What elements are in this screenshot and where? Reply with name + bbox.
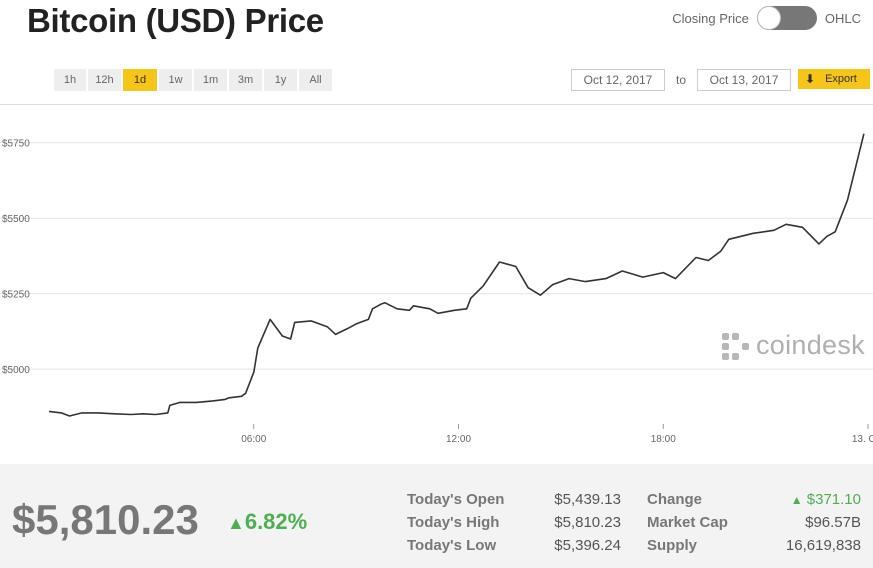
y-tick-label: $5750 (2, 139, 30, 150)
range-button-1m[interactable]: 1m (194, 69, 227, 91)
x-tick-label: 13. Oct (852, 434, 873, 445)
y-tick-label: $5000 (2, 365, 30, 376)
page-title: Bitcoin (USD) Price (27, 2, 324, 39)
export-button[interactable]: ⬇ Export (798, 69, 870, 89)
range-button-1y[interactable]: 1y (264, 69, 297, 91)
change-percent-value: 6.82% (244, 509, 308, 534)
range-button-1h[interactable]: 1h (54, 69, 86, 91)
coindesk-logo-icon (722, 332, 749, 360)
x-tick-label: 18:00 (651, 434, 676, 445)
range-button-1d[interactable]: 1d (123, 69, 157, 91)
change-label: Change (647, 491, 703, 508)
coindesk-logo-text: coindesk (756, 330, 865, 360)
time-range-selector: 1h 12h 1d 1w 1m 3m 1y All (54, 69, 332, 91)
todays-low-label: Today's Low (407, 537, 497, 554)
todays-high-value: $5,810.23 (554, 514, 621, 531)
y-tick-label: $5500 (2, 214, 30, 225)
date-to-input[interactable]: Oct 13, 2017 (697, 69, 792, 91)
ohlc-label: OHLC (824, 10, 861, 26)
chart-mode-toggle-group: Closing Price OHLC (672, 6, 861, 30)
supply-label: Supply (647, 537, 698, 554)
price-series-line (48, 133, 865, 417)
up-triangle-icon: ▲ (227, 513, 245, 533)
y-tick-label: $5250 (2, 290, 30, 301)
x-tick-label: 12:00 (446, 434, 471, 445)
export-label: Export (825, 73, 857, 85)
range-button-1w[interactable]: 1w (159, 69, 192, 91)
chart-mode-toggle[interactable] (756, 6, 817, 30)
range-button-3m[interactable]: 3m (229, 69, 262, 91)
date-to-label: to (676, 73, 687, 87)
closing-price-label: Closing Price (672, 10, 749, 26)
todays-low-value: $5,396.24 (554, 537, 621, 554)
current-price: $5,810.23 (12, 496, 199, 543)
todays-open-value: $5,439.13 (554, 491, 621, 508)
range-button-all[interactable]: All (299, 69, 332, 91)
x-tick-label: 06:00 (241, 434, 266, 445)
coindesk-logo: coindesk (720, 330, 865, 361)
price-summary-footer (0, 464, 873, 568)
change-up-icon: ▲ (790, 493, 803, 507)
date-from-input[interactable]: Oct 12, 2017 (571, 69, 665, 91)
price-chart: $5000 $5250 $5500 $5750 06:00 12:00 18:00 13. O… (0, 133, 873, 445)
header-divider (0, 104, 873, 105)
change-value: ▲ $371.10 (791, 491, 861, 508)
date-range: Oct 12, 2017 to Oct 13, 2017 (571, 69, 792, 91)
toggle-knob (756, 6, 781, 30)
change-percent: ▲6.82% (227, 509, 307, 535)
todays-open-label: Today's Open (407, 491, 505, 508)
market-cap-label: Market Cap (647, 514, 728, 531)
download-arrow-icon: ⬇ (805, 72, 816, 86)
supply-value: 16,619,838 (785, 537, 861, 554)
market-cap-value: $96.57B (805, 514, 861, 531)
change-amount: $371.10 (806, 491, 861, 508)
todays-high-label: Today's High (407, 514, 500, 531)
range-button-12h[interactable]: 12h (88, 69, 121, 91)
